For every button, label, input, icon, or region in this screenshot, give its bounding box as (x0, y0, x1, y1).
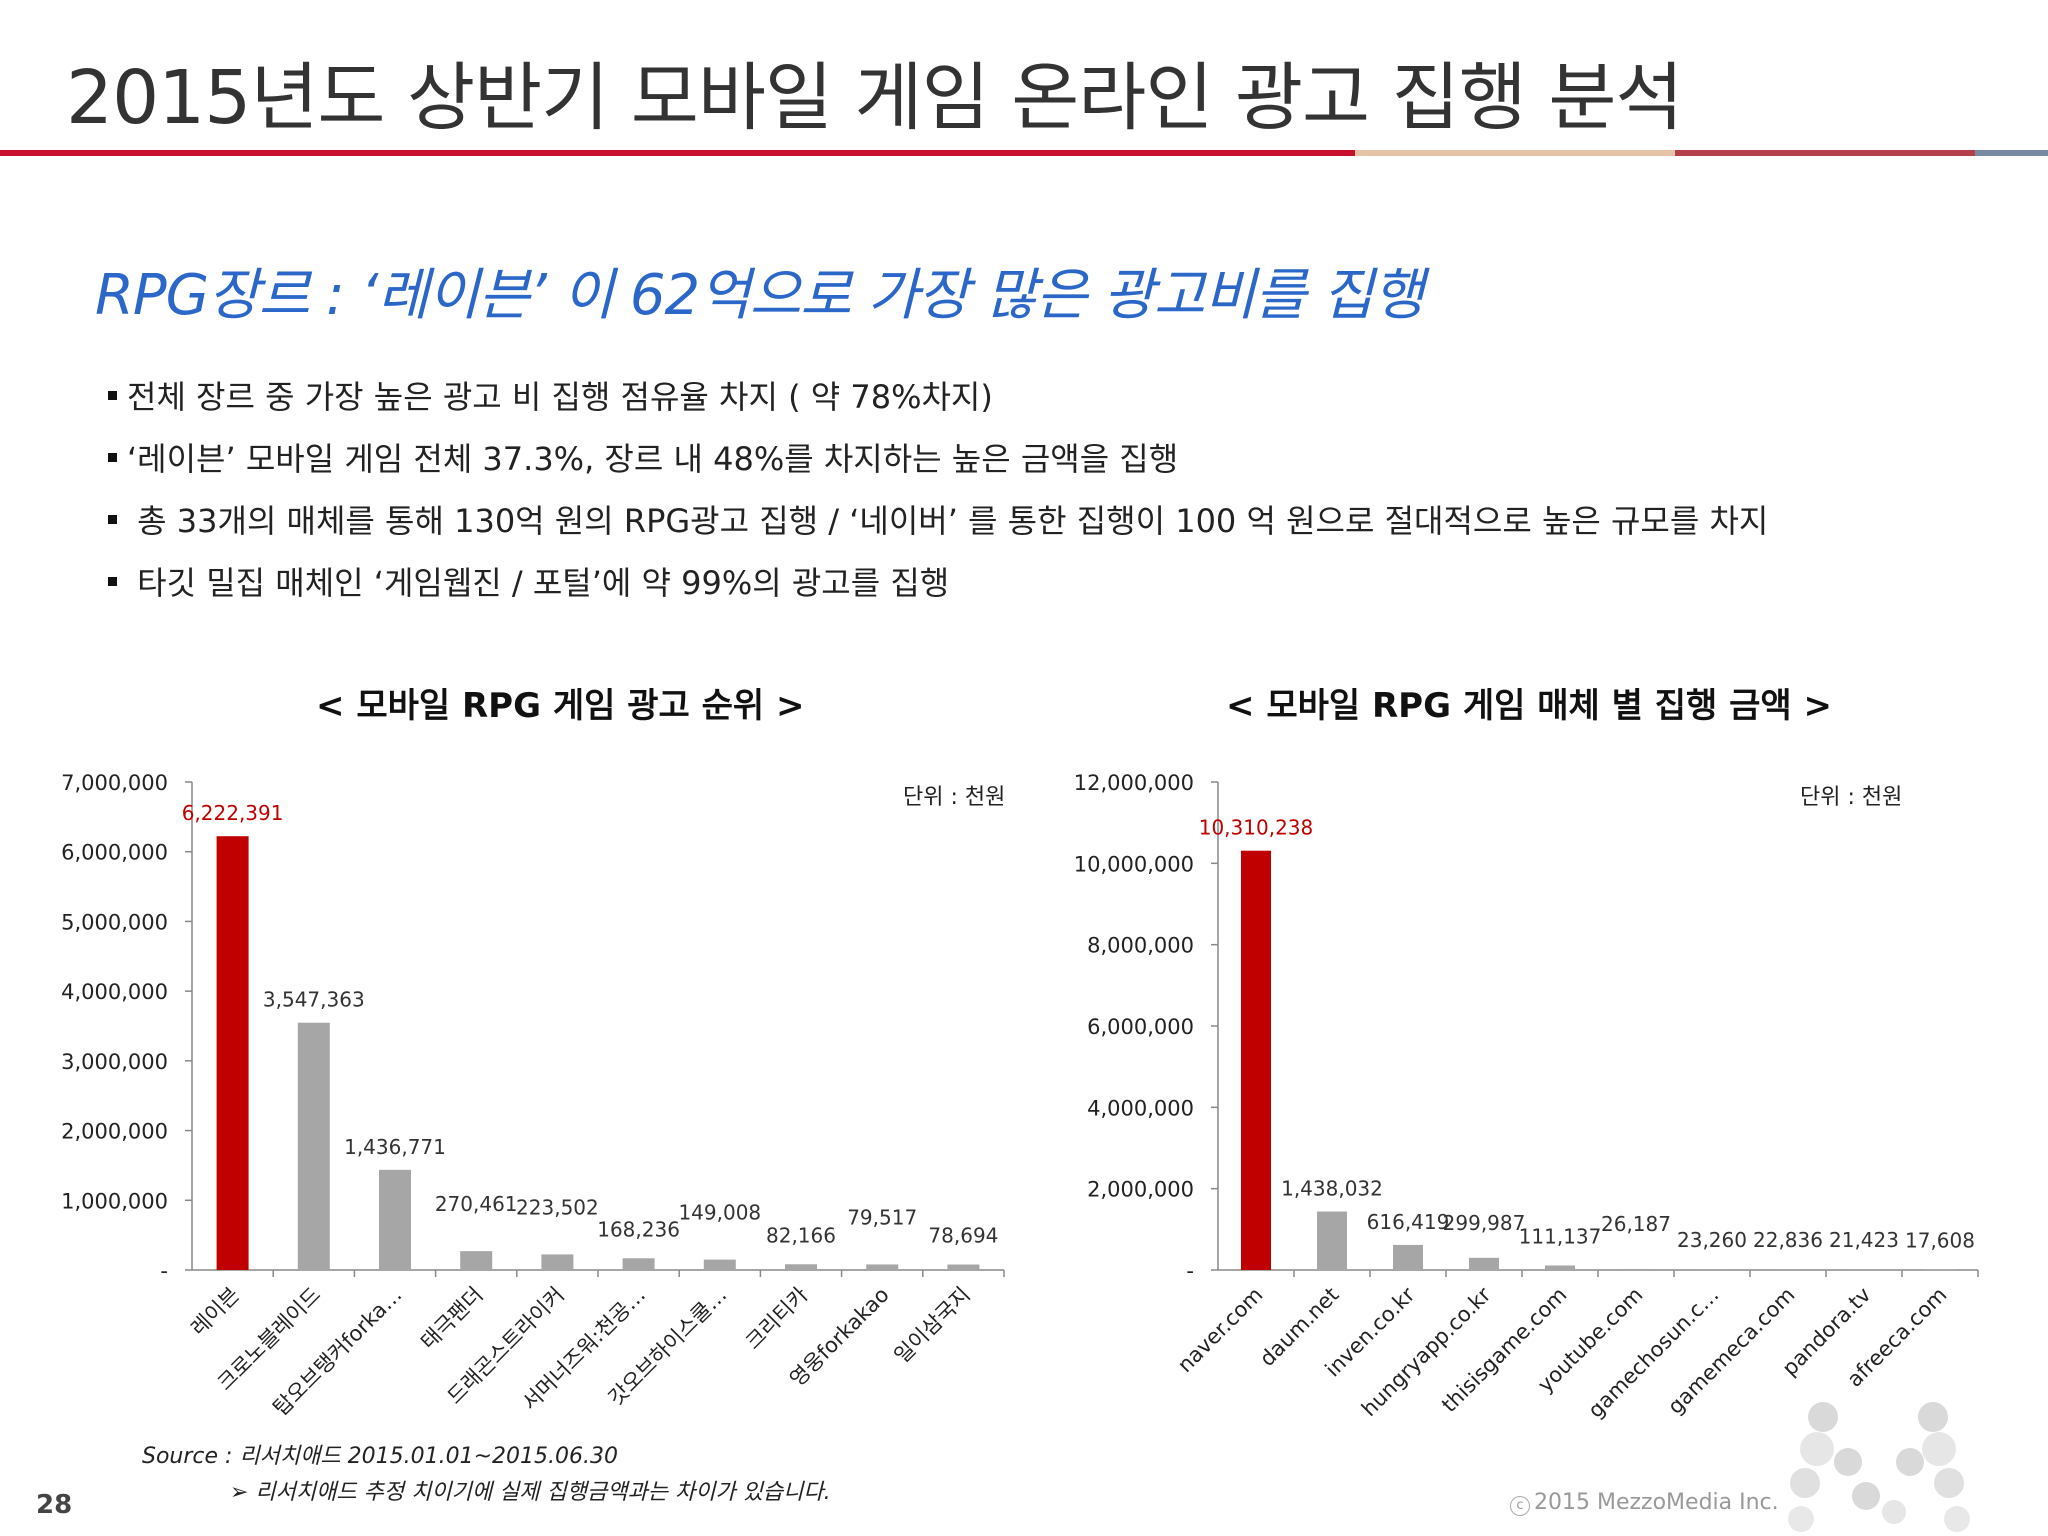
y-tick-label: 1,000,000 (61, 1189, 168, 1213)
y-tick-label: 8,000,000 (1087, 934, 1194, 958)
bar (947, 1264, 980, 1270)
bar (1469, 1257, 1499, 1270)
data-label: 1,436,771 (344, 1135, 446, 1159)
decorative-dot (1882, 1500, 1906, 1524)
bar (1773, 1269, 1803, 1270)
y-tick-label: - (1186, 1259, 1194, 1283)
bullet-square-icon (108, 514, 117, 524)
y-tick-label: 2,000,000 (61, 1120, 168, 1144)
decorative-dot (1800, 1432, 1834, 1466)
decorative-dot (1852, 1482, 1880, 1510)
y-tick-label: - (160, 1259, 168, 1283)
bar (379, 1169, 411, 1270)
bar (703, 1259, 736, 1270)
unit-label: 단위 : 천원 (903, 785, 1006, 810)
bullet-square-icon (108, 452, 117, 462)
headline: RPG장르 : ‘레이븐’ 이 62억으로 가장 많은 광고비를 집행 (95, 263, 1424, 328)
data-label: 17,608 (1905, 1228, 1975, 1252)
y-tick-label: 10,000,000 (1074, 852, 1194, 876)
y-tick-label: 4,000,000 (61, 980, 168, 1004)
bar (1241, 850, 1271, 1270)
bullet-item: 전체 장르 중 가장 높은 광고 비 집행 점유율 차지 ( 약 78%차지) (108, 372, 1768, 434)
title-divider-accent (1675, 150, 1975, 156)
data-label: 6,222,391 (182, 801, 284, 825)
title-divider-accent (1975, 150, 2048, 156)
bullet-item: 총 33개의 매체를 통해 130억 원의 RPG광고 집행 / ‘네이버’ 를… (108, 496, 1768, 558)
data-label: 3,547,363 (263, 988, 365, 1012)
bar (297, 1022, 330, 1270)
data-label: 22,836 (1753, 1228, 1823, 1252)
data-label: 299,987 (1443, 1211, 1526, 1235)
x-tick-label: gamemeca.com (1663, 1283, 1799, 1419)
bar (1925, 1269, 1955, 1270)
decorative-dot (1918, 1402, 1948, 1432)
bar (541, 1254, 574, 1270)
title-divider-accent (1355, 150, 1675, 156)
decorative-dot (1896, 1448, 1924, 1476)
bullet-square-icon (108, 390, 117, 400)
y-tick-label: 3,000,000 (61, 1050, 168, 1074)
decorative-dot (1834, 1448, 1862, 1476)
decorative-dot (1808, 1402, 1838, 1432)
bar (1621, 1268, 1651, 1270)
data-label: 168,236 (597, 1217, 680, 1241)
bullet-list: 전체 장르 중 가장 높은 광고 비 집행 점유율 차지 ( 약 78%차지) … (108, 372, 1768, 620)
bullet-item: ‘레이븐’ 모바일 게임 전체 37.3%, 장르 내 48%를 차지하는 높은… (108, 434, 1768, 496)
decorative-dot (1934, 1468, 1964, 1498)
unit-label: 단위 : 천원 (1800, 785, 1903, 810)
data-label: 1,438,032 (1281, 1177, 1383, 1201)
data-label: 111,137 (1519, 1224, 1602, 1248)
data-label: 10,310,238 (1199, 816, 1314, 840)
disclaimer-note: ➢ 리서치애드 추정 치이기에 실제 집행금액과는 차이가 있습니다. (230, 1480, 831, 1505)
decorative-dot (1788, 1506, 1814, 1532)
data-label: 78,694 (928, 1224, 998, 1248)
chart-title-media-spend: < 모바일 RPG 게임 매체 별 집행 금액 > (1226, 686, 1833, 726)
y-tick-label: 4,000,000 (1087, 1096, 1194, 1120)
y-tick-label: 5,000,000 (61, 910, 168, 934)
copyright-icon: c (1510, 1496, 1530, 1516)
bar (785, 1264, 817, 1270)
copyright: c 2015 MezzoMedia Inc. (1510, 1490, 1779, 1516)
x-tick-label: gamechosun.c… (1583, 1283, 1723, 1423)
bar (866, 1264, 899, 1270)
data-label: 26,187 (1601, 1212, 1671, 1236)
bar (1317, 1211, 1347, 1270)
source-note: Source : 리서치애드 2015.01.01~2015.06.30 (142, 1444, 618, 1469)
title-divider (0, 150, 2048, 156)
data-label: 79,517 (847, 1205, 917, 1229)
data-label: 149,008 (678, 1201, 761, 1225)
data-label: 270,461 (435, 1192, 518, 1216)
bullet-item: 타깃 밀집 매체인 ‘게임웹진 / 포털’에 약 99%의 광고를 집행 (108, 558, 1768, 620)
y-tick-label: 2,000,000 (1087, 1178, 1194, 1202)
y-tick-label: 6,000,000 (1087, 1015, 1194, 1039)
bar (216, 836, 249, 1270)
y-tick-label: 6,000,000 (61, 841, 168, 865)
y-tick-label: 12,000,000 (1074, 771, 1194, 795)
page-number: 28 (36, 1490, 73, 1520)
chart-title-game-ranking: < 모바일 RPG 게임 광고 순위 > (316, 686, 805, 726)
bar (460, 1251, 493, 1270)
y-tick-label: 7,000,000 (61, 771, 168, 795)
bar (1393, 1244, 1423, 1270)
data-label: 82,166 (766, 1223, 836, 1247)
decorative-dot (1944, 1506, 1970, 1532)
x-tick-label: hungryapp.co.kr (1357, 1282, 1496, 1421)
bullet-square-icon (108, 576, 117, 586)
x-tick-label: naver.com (1173, 1283, 1268, 1378)
decorative-dot (1790, 1468, 1820, 1498)
bar (1697, 1269, 1727, 1270)
data-label: 223,502 (516, 1195, 599, 1219)
data-label: 23,260 (1677, 1228, 1747, 1252)
bar (1849, 1269, 1879, 1270)
page-title: 2015년도 상반기 모바일 게임 온라인 광고 집행 분석 (66, 55, 1683, 141)
decorative-dot (1922, 1432, 1956, 1466)
data-label: 616,419 (1367, 1210, 1450, 1234)
bar (1545, 1265, 1575, 1270)
bar (622, 1258, 655, 1270)
data-label: 21,423 (1829, 1228, 1899, 1252)
